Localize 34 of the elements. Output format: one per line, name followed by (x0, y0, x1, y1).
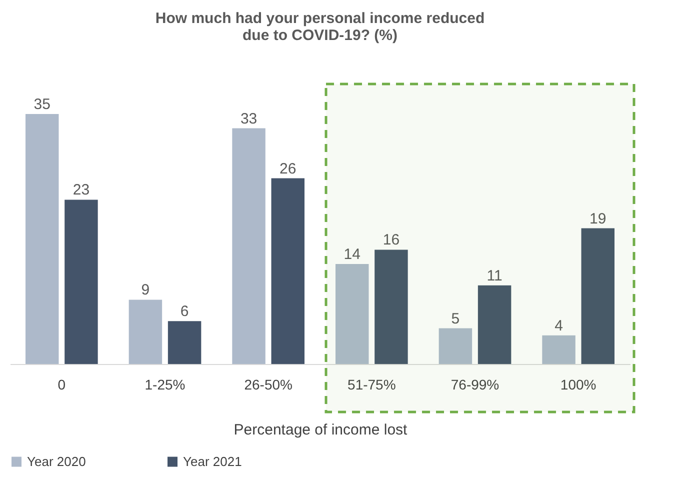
bar (168, 321, 202, 364)
data-label: 4 (554, 317, 563, 334)
x-tick-label: 100% (560, 376, 596, 392)
bar (542, 335, 576, 364)
data-label: 14 (344, 246, 360, 263)
bar (26, 114, 59, 364)
bar (232, 128, 266, 364)
x-axis-title: Percentage of income lost (234, 422, 408, 438)
data-label: 35 (34, 96, 50, 113)
x-tick-label: 26-50% (244, 376, 292, 392)
x-tick-label: 51-75% (348, 376, 396, 392)
x-tick-label: 1-25% (144, 376, 186, 392)
data-label: 23 (72, 182, 90, 199)
bar (581, 228, 614, 364)
x-tick-label: 76-99% (450, 376, 500, 392)
chart-title: How much had your personal income reduced due to COVID-19? (%) (155, 10, 485, 44)
data-label: 19 (590, 210, 606, 228)
bar (478, 285, 512, 364)
data-label: 6 (180, 303, 189, 320)
data-label: 11 (486, 267, 502, 284)
data-label: 9 (141, 282, 150, 299)
bar (336, 264, 369, 364)
bar (271, 178, 304, 364)
data-label: 16 (382, 232, 400, 249)
legend-label: Year 2020 (27, 454, 86, 469)
data-label: 5 (451, 310, 460, 328)
legend-label: Year 2021 (183, 454, 242, 469)
x-tick-label: 0 (58, 376, 66, 392)
bar (64, 200, 98, 364)
data-label: 33 (240, 110, 258, 128)
bar (128, 300, 162, 364)
bar (374, 250, 408, 364)
data-label: 26 (280, 160, 296, 178)
bar (438, 328, 472, 364)
